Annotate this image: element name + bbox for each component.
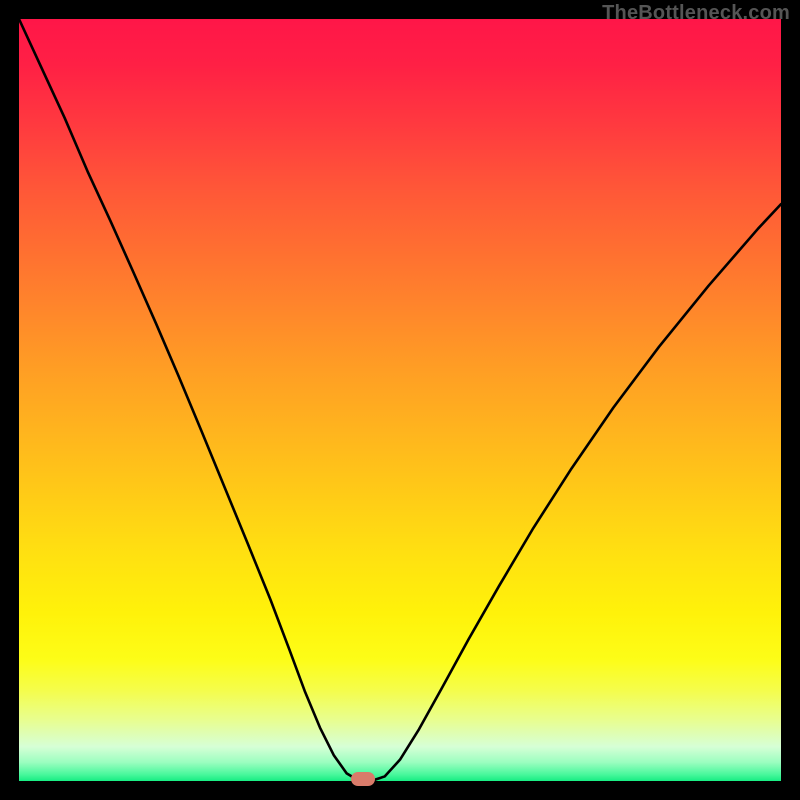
optimal-point-marker xyxy=(351,772,375,786)
bottleneck-curve xyxy=(19,19,781,781)
plot-area xyxy=(19,19,781,781)
gradient-background xyxy=(19,19,781,781)
chart-frame: TheBottleneck.com xyxy=(0,0,800,800)
green-performance-band xyxy=(19,747,781,781)
watermark-text: TheBottleneck.com xyxy=(602,2,790,25)
